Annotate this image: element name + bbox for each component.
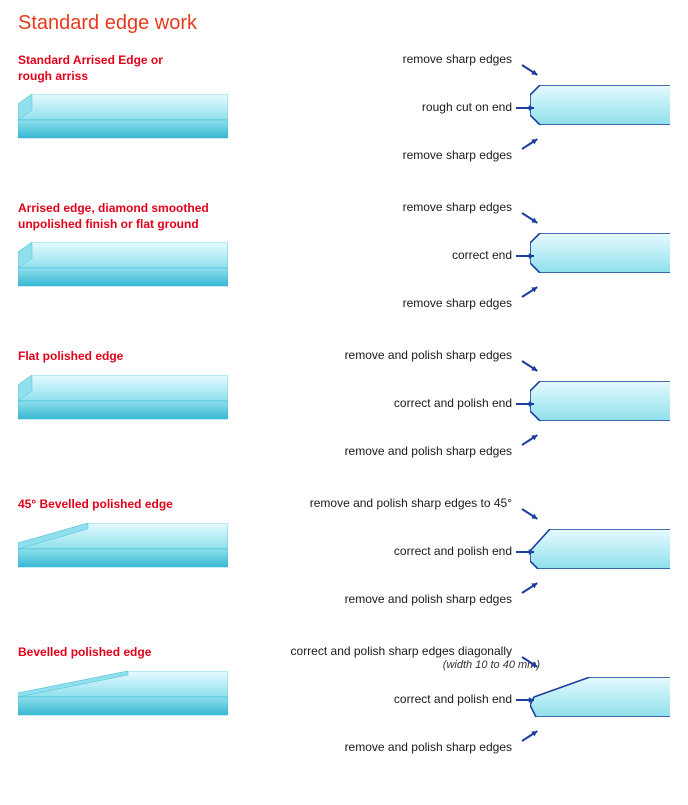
arrow-icon [518,209,544,235]
edge-label: Bevelled polished edge [18,645,268,661]
rows-container: Standard Arrised Edge or rough arriss re… [18,53,670,755]
annotation-middle: correct and polish end [394,397,512,410]
left-column: 45° Bevelled polished edge [18,497,268,567]
annotation-bottom: remove and polish sharp edges [345,445,512,458]
arrow-icon [518,275,544,301]
annotation-bottom: remove and polish sharp edges [345,593,512,606]
annotation-middle: correct end [452,249,512,262]
glass-3d-swatch [18,94,228,138]
page-title: Standard edge work [18,12,670,35]
glass-3d-swatch [18,242,228,286]
arrow-icon [512,539,538,565]
edge-row: Arrised edge, diamond smoothed unpolishe… [18,201,670,311]
arrow-icon [518,357,544,383]
right-column: remove and polish sharp edges to 45° corr… [268,497,670,607]
glass-3d-swatch [18,523,228,567]
edge-row: Standard Arrised Edge or rough arriss re… [18,53,670,163]
annotation-bottom: remove sharp edges [403,297,512,310]
annotation-bottom: remove and polish sharp edges [345,741,512,754]
arrow-icon [512,95,538,121]
left-column: Bevelled polished edge [18,645,268,715]
right-column: correct and polish sharp edges diagonall… [268,645,670,755]
arrow-icon [518,505,544,531]
edge-profile [530,381,670,424]
arrow-icon [518,423,544,449]
left-column: Flat polished edge [18,349,268,419]
right-column: remove sharp edges correct end remove shar… [268,201,670,311]
edge-label: Standard Arrised Edge or rough arriss [18,53,268,84]
arrow-icon [518,653,544,679]
edge-label: 45° Bevelled polished edge [18,497,268,513]
edge-profile [530,233,670,276]
glass-3d-swatch [18,375,228,419]
edge-profile [530,529,670,572]
arrow-icon [518,571,544,597]
annotation-top: remove sharp edges [403,53,512,66]
edge-profile [530,85,670,128]
arrow-icon [512,687,538,713]
left-column: Standard Arrised Edge or rough arriss [18,53,268,138]
annotation-middle: rough cut on end [422,101,512,114]
right-column: remove sharp edges rough cut on end remove… [268,53,670,163]
edge-label: Flat polished edge [18,349,268,365]
annotation-top: remove sharp edges [403,201,512,214]
arrow-icon [518,719,544,745]
annotation-top: remove and polish sharp edges [345,349,512,362]
arrow-icon [512,243,538,269]
edge-row: Flat polished edge remove and polish sha… [18,349,670,459]
right-column: remove and polish sharp edges correct and… [268,349,670,459]
arrow-icon [512,391,538,417]
annotation-middle: correct and polish end [394,545,512,558]
edge-row: 45° Bevelled polished edge remove and po… [18,497,670,607]
annotation-middle: correct and polish end [394,693,512,706]
glass-3d-swatch [18,671,228,715]
annotation-bottom: remove sharp edges [403,149,512,162]
edge-row: Bevelled polished edge correct and polis… [18,645,670,755]
edge-label: Arrised edge, diamond smoothed unpolishe… [18,201,268,232]
arrow-icon [518,127,544,153]
left-column: Arrised edge, diamond smoothed unpolishe… [18,201,268,286]
edge-profile [530,677,670,720]
annotation-top: remove and polish sharp edges to 45° [310,497,512,510]
arrow-icon [518,61,544,87]
annotation-top: correct and polish sharp edges diagonall… [291,645,512,658]
